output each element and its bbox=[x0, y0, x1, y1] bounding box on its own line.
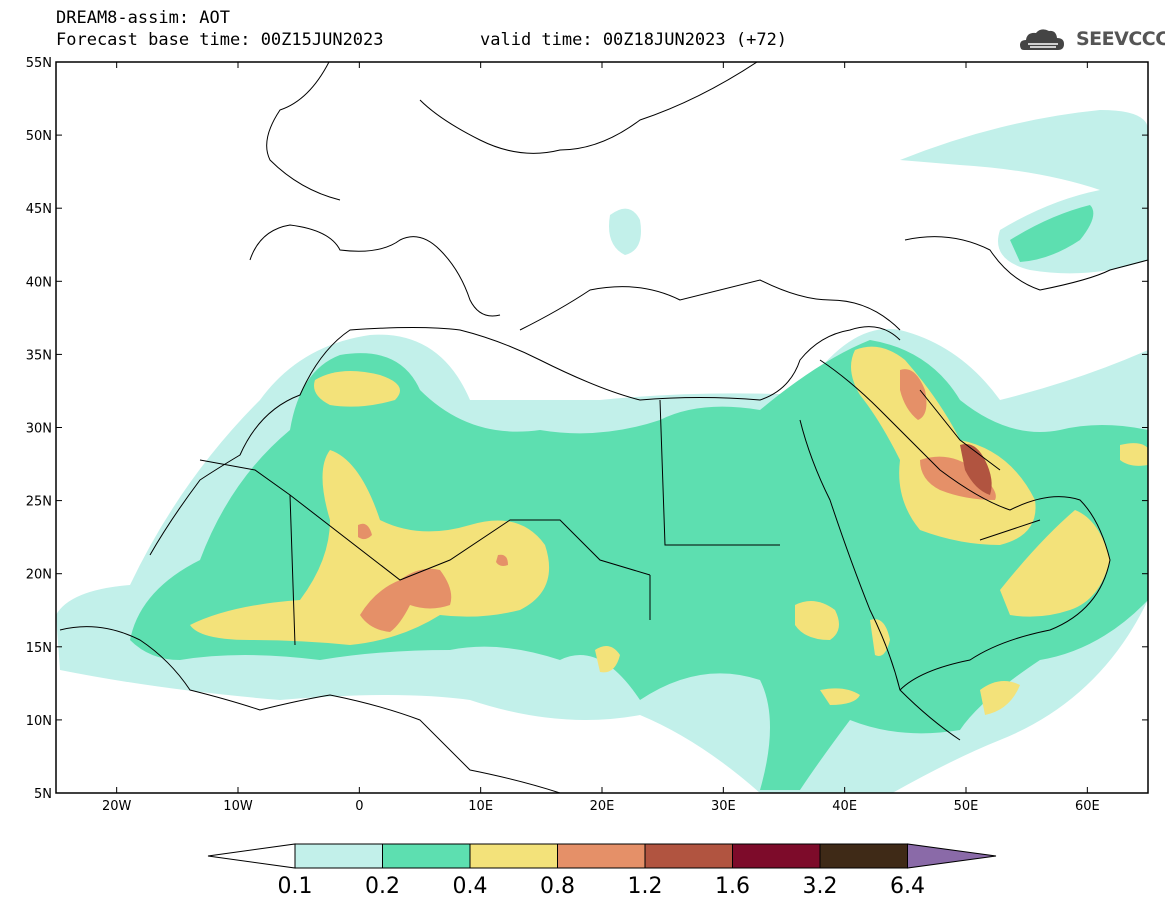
colorbar-label: 1.2 bbox=[628, 874, 663, 899]
colorbar-box bbox=[819, 843, 908, 869]
lat-tick-label: 50N bbox=[26, 129, 52, 144]
lat-tick-label: 15N bbox=[26, 641, 52, 656]
lat-tick-label: 25N bbox=[26, 495, 52, 510]
lat-tick-label: 10N bbox=[26, 714, 52, 729]
colorbar-label: 0.4 bbox=[453, 874, 488, 899]
lon-tick-label: 50E bbox=[954, 799, 979, 814]
aot-layer-0-2 bbox=[130, 205, 1148, 790]
lon-tick-label: 40E bbox=[832, 799, 857, 814]
map-title: DREAM8-assim: AOT bbox=[56, 8, 230, 28]
cloud-logo-icon bbox=[1020, 29, 1064, 50]
aot-layer-0-8 bbox=[358, 369, 996, 632]
lon-tick-label: 20W bbox=[102, 799, 132, 814]
colorbar-box bbox=[557, 843, 646, 869]
lon-axis-labels: 20W 10W 0 10E 20E 30E 40E 50E 60E bbox=[102, 799, 1100, 814]
colorbar-label: 0.8 bbox=[540, 874, 575, 899]
lat-tick-label: 20N bbox=[26, 568, 52, 583]
lat-tick-label: 55N bbox=[26, 56, 52, 71]
lat-tick-label: 5N bbox=[34, 787, 52, 802]
colorbar-box bbox=[294, 843, 383, 869]
lat-tick-label: 35N bbox=[26, 348, 52, 363]
colorbar-box bbox=[382, 843, 471, 869]
lon-tick-label: 30E bbox=[711, 799, 736, 814]
lat-tick-label: 45N bbox=[26, 202, 52, 217]
colorbar-label: 6.4 bbox=[890, 874, 925, 899]
lon-tick-label: 0 bbox=[355, 799, 363, 814]
colorbar-box bbox=[469, 843, 558, 869]
colorbar-box bbox=[644, 843, 733, 869]
colorbar-over-arrow bbox=[907, 843, 997, 869]
valid-time: valid time: 00Z18JUN2023 (+72) bbox=[480, 30, 788, 50]
lat-tick-label: 30N bbox=[26, 422, 52, 437]
axis-ticks bbox=[56, 61, 1148, 794]
colorbar-label: 1.6 bbox=[715, 874, 750, 899]
lat-axis-labels: 55N 50N 45N 40N 35N 30N 25N 20N 15N 10N 5N bbox=[26, 56, 52, 802]
colorbar-box bbox=[732, 843, 821, 869]
lon-tick-label: 10E bbox=[468, 799, 493, 814]
aot-layer-1-2 bbox=[960, 444, 992, 495]
lon-tick-label: 10W bbox=[223, 799, 253, 814]
forecast-base-time: Forecast base time: 00Z15JUN2023 bbox=[56, 30, 384, 50]
colorbar-label: 3.2 bbox=[803, 874, 838, 899]
coastlines-borders bbox=[59, 62, 1148, 793]
lon-tick-label: 20E bbox=[590, 799, 615, 814]
colorbar-under-arrow bbox=[207, 843, 296, 869]
colorbar-label: 0.2 bbox=[365, 874, 400, 899]
lon-tick-label: 60E bbox=[1075, 799, 1100, 814]
colorbar-label: 0.1 bbox=[278, 874, 313, 899]
logo-text: SEEVCCC bbox=[1076, 28, 1165, 50]
lat-tick-label: 40N bbox=[26, 275, 52, 290]
